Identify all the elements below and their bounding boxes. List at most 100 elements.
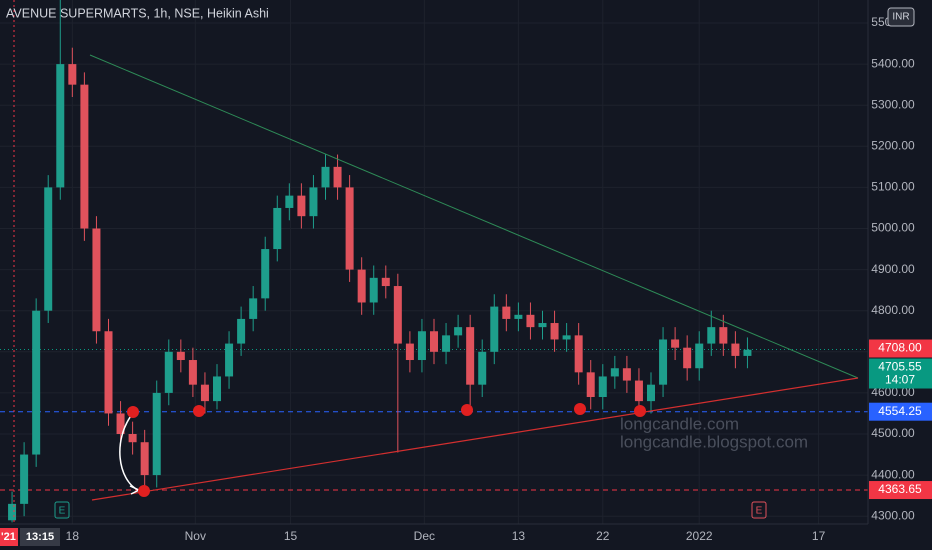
candle-body (140, 442, 149, 476)
marker (193, 405, 205, 417)
candle-body (442, 335, 451, 352)
candle-body (213, 376, 221, 402)
candle-body (466, 327, 475, 385)
cursor-box (0, 528, 18, 546)
candle-body (719, 327, 728, 344)
candle-body (92, 228, 101, 332)
marker (574, 403, 586, 415)
candle-body (68, 64, 77, 85)
candle-body (610, 368, 619, 377)
candle-body (659, 339, 668, 385)
price-label-box (869, 339, 932, 358)
price-label-time: 14:07 (885, 373, 915, 387)
candle-body (225, 343, 234, 377)
candle-body (249, 298, 258, 319)
y-tick-label: 5100.00 (871, 180, 915, 194)
candle-body (634, 380, 643, 402)
price-label: 4363.65 (878, 482, 922, 496)
candle-body (357, 269, 366, 303)
candle-body (116, 413, 125, 434)
x-tick-label: 17 (812, 529, 826, 543)
watermark: longcandle.blogspot.com (620, 432, 808, 451)
candle-body (683, 347, 692, 369)
candle-body (261, 249, 270, 299)
axes: 4300.004400.004500.004600.004700.004800.… (66, 15, 932, 543)
cursor-box (20, 528, 60, 546)
marker (634, 405, 646, 417)
candle-body (104, 331, 113, 414)
x-tick-label: 15 (284, 529, 298, 543)
candle-body (20, 454, 29, 504)
arrow (119, 412, 139, 491)
marker (461, 404, 473, 416)
candle-body (44, 187, 53, 311)
event-icon (54, 501, 70, 519)
chart-title: AVENUE SUPERMARTS, 1h, NSE, Heikin Ashi (6, 6, 269, 20)
candle-body (526, 314, 535, 328)
candles (8, 0, 752, 523)
candle-body (478, 351, 487, 385)
candle-body (381, 277, 390, 287)
candle-body (514, 314, 523, 319)
candle-body (8, 503, 17, 521)
price-label-box (869, 402, 932, 421)
event-icon (751, 501, 767, 519)
time-axis (0, 524, 932, 550)
x-tick-label: 18 (66, 529, 80, 543)
event-label: E (59, 506, 66, 517)
y-tick-label: 4800.00 (871, 303, 915, 317)
y-tick-label: 4500.00 (871, 426, 915, 440)
candle-body (502, 306, 511, 319)
candle-body (574, 335, 583, 373)
cursor-label: 13:15 (26, 531, 54, 543)
trend-line-lower (91, 377, 859, 501)
marker (127, 406, 139, 418)
candle-body (80, 84, 89, 229)
currency: INR (892, 12, 909, 23)
x-tick-label: 13 (512, 529, 526, 543)
y-tick-label: 5400.00 (871, 56, 915, 70)
candle-body (237, 318, 246, 344)
candle-body (128, 433, 137, 443)
y-tick-label: 4900.00 (871, 262, 915, 276)
candle-body (490, 306, 499, 352)
candle-body (200, 384, 209, 402)
candle-body (32, 310, 41, 455)
currency-badge (887, 7, 915, 27)
candle-body (562, 335, 571, 340)
candle-body (345, 187, 354, 270)
candle-body (188, 360, 197, 385)
candle-body (273, 207, 282, 250)
candle-body (333, 166, 342, 188)
candle-body (430, 331, 438, 352)
price-label: 4705.55 (878, 360, 922, 374)
candle-body (309, 187, 318, 217)
candle-body (586, 372, 595, 398)
candle-body (164, 351, 173, 393)
candle-body (405, 343, 414, 361)
y-tick-label: 5300.00 (871, 97, 915, 111)
candle-body (56, 64, 65, 188)
candle-body (285, 195, 294, 208)
candle-body (550, 323, 559, 340)
price-label: 4554.25 (878, 404, 922, 418)
price-label: 4708.00 (878, 341, 922, 355)
x-tick-label: 2022 (686, 529, 713, 543)
cursor-label: '21 (1, 531, 16, 543)
candle-body (152, 392, 161, 476)
candle-body (538, 323, 547, 328)
y-tick-label: 5200.00 (871, 138, 915, 152)
trend-line-upper (89, 54, 859, 379)
x-tick-label: Nov (185, 529, 206, 543)
y-tick-label: 4600.00 (871, 385, 915, 399)
candle-body (671, 339, 680, 348)
candle-body (743, 349, 752, 356)
x-tick-label: Dec (414, 529, 435, 543)
candle-body (647, 384, 655, 402)
price-label-box (869, 358, 932, 389)
candle-body (393, 286, 402, 344)
watermark: longcandle.com (620, 414, 739, 433)
candle-body (622, 368, 631, 381)
